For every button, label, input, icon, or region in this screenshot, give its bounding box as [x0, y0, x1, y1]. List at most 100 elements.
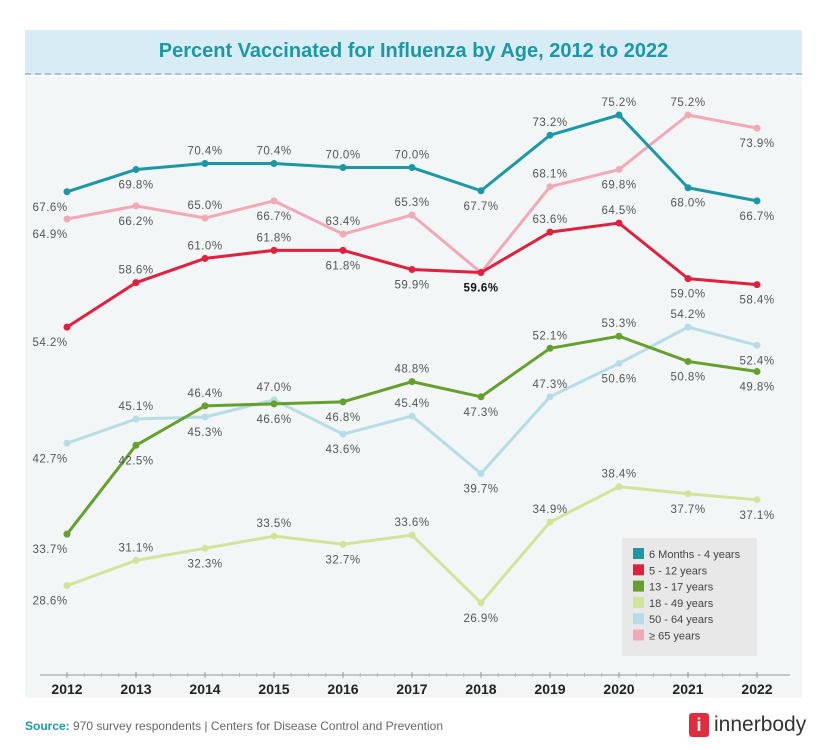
data-point	[684, 275, 692, 283]
data-label: 47.3%	[532, 379, 567, 391]
data-label: 64.5%	[601, 205, 636, 217]
data-point	[408, 531, 416, 539]
data-label: 50.6%	[601, 373, 636, 385]
data-point	[546, 183, 554, 191]
data-point	[546, 393, 554, 401]
data-point	[615, 219, 623, 227]
data-label: 63.6%	[532, 214, 567, 226]
data-label: 49.8%	[739, 382, 774, 394]
x-tick-label: 2018	[465, 681, 496, 697]
data-point	[477, 393, 485, 401]
data-label: 70.0%	[325, 150, 360, 162]
data-point	[615, 359, 623, 367]
data-label: 54.2%	[670, 309, 705, 321]
data-label: 63.4%	[325, 216, 360, 228]
data-label: 46.8%	[325, 412, 360, 424]
data-label: 26.9%	[463, 613, 498, 625]
data-point	[270, 532, 278, 540]
data-point	[201, 413, 209, 421]
data-point	[408, 164, 416, 172]
data-point	[753, 496, 761, 504]
data-point	[132, 415, 140, 423]
data-point	[477, 599, 485, 607]
data-point	[615, 111, 623, 119]
data-point	[684, 111, 692, 119]
data-point	[546, 518, 554, 526]
data-point	[753, 368, 761, 376]
data-point	[132, 166, 140, 174]
data-label: 28.6%	[32, 596, 67, 608]
data-point	[132, 279, 140, 287]
data-point	[753, 341, 761, 349]
x-tick-label: 2012	[51, 681, 82, 697]
data-point	[132, 556, 140, 564]
series-line-1	[66, 221, 758, 329]
data-point	[63, 530, 71, 538]
data-label: 64.9%	[32, 229, 67, 241]
data-label: 45.1%	[118, 401, 153, 413]
data-point	[408, 211, 416, 219]
legend-label: 5 - 12 years	[649, 565, 708, 577]
data-label: 39.7%	[463, 484, 498, 496]
legend	[622, 538, 757, 656]
data-point	[339, 246, 347, 254]
data-label: 31.1%	[118, 542, 153, 554]
x-tick-label: 2019	[534, 681, 565, 697]
data-label: 59.6%	[463, 283, 498, 295]
data-point	[201, 254, 209, 262]
data-label: 66.7%	[256, 211, 291, 223]
legend-label: 50 - 64 years	[649, 614, 714, 626]
x-tick-label: 2015	[258, 681, 289, 697]
data-point	[270, 400, 278, 408]
data-label: 68.1%	[532, 169, 567, 181]
legend-swatch	[633, 629, 644, 641]
legend-label: 13 - 17 years	[649, 582, 714, 594]
data-point	[132, 441, 140, 449]
x-tick-label: 2013	[120, 681, 151, 697]
data-label: 75.2%	[601, 97, 636, 109]
data-label: 70.4%	[187, 145, 222, 157]
data-point	[684, 357, 692, 365]
data-point	[753, 124, 761, 132]
data-point	[546, 344, 554, 352]
data-point	[339, 164, 347, 172]
data-label: 67.7%	[463, 201, 498, 213]
data-point	[477, 269, 485, 277]
data-label: 45.3%	[187, 427, 222, 439]
data-label: 70.0%	[394, 150, 429, 162]
data-label: 42.7%	[32, 453, 67, 465]
x-tick-label: 2014	[189, 681, 220, 697]
data-label: 37.7%	[670, 504, 705, 516]
data-point	[339, 540, 347, 548]
data-point	[753, 197, 761, 205]
legend-swatch	[633, 613, 644, 625]
data-point	[63, 188, 71, 196]
data-label: 59.9%	[394, 280, 429, 292]
data-label: 52.1%	[532, 330, 567, 342]
data-label: 33.5%	[256, 518, 291, 530]
legend-swatch	[633, 548, 644, 559]
legend-label: 18 - 49 years	[649, 598, 714, 610]
data-label: 32.7%	[325, 554, 360, 566]
data-point	[408, 378, 416, 386]
footer-source: Source: 970 survey respondents | Centers…	[25, 719, 443, 733]
logo-text: innerbody	[714, 713, 807, 736]
data-point	[753, 281, 761, 289]
legend-swatch	[633, 564, 644, 576]
legend-label: ≥ 65 years	[649, 631, 701, 643]
data-label: 58.4%	[739, 295, 774, 307]
data-point	[684, 184, 692, 192]
data-point	[201, 214, 209, 222]
data-label: 65.0%	[187, 200, 222, 212]
data-point	[615, 166, 623, 174]
data-label: 48.8%	[394, 364, 429, 376]
data-label: 42.5%	[118, 455, 153, 467]
data-label: 65.3%	[394, 197, 429, 209]
data-label: 66.2%	[118, 216, 153, 228]
data-point	[684, 323, 692, 331]
data-label: 46.4%	[187, 388, 222, 400]
data-label: 66.7%	[739, 211, 774, 223]
data-label: 50.8%	[670, 371, 705, 383]
data-label: 47.3%	[463, 407, 498, 419]
data-point	[546, 228, 554, 236]
